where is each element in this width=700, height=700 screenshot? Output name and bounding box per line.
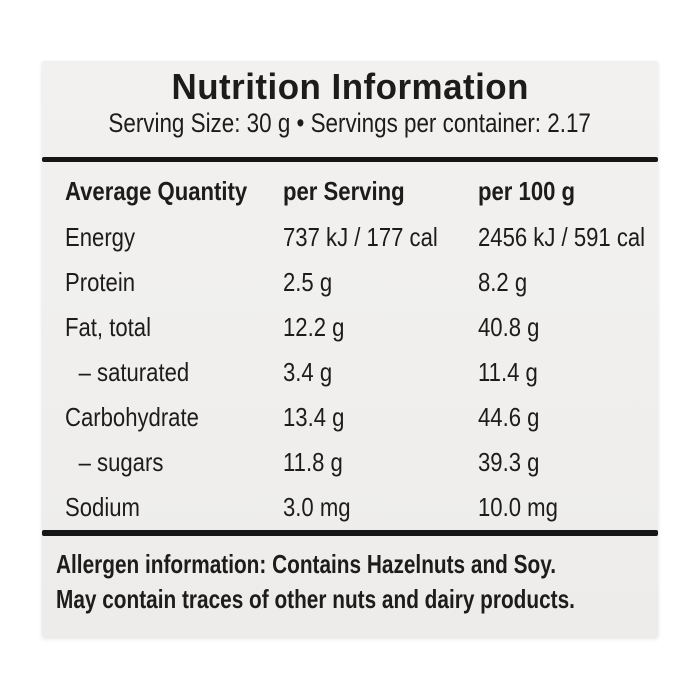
value-text: 8.2 g — [478, 267, 528, 297]
value-text: 10.0 mg — [478, 492, 558, 522]
value-text: 12.2 g — [283, 312, 345, 342]
table-row-sugars: – sugars 11.8 g 39.3 g — [42, 440, 658, 485]
value-text: 11.4 g — [478, 357, 538, 387]
value-per-serving: 3.0 mg — [283, 492, 478, 523]
nutrient-name: – sugars — [65, 447, 283, 478]
serving-info: Serving Size: 30 g • Servings per contai… — [42, 108, 658, 139]
allergen-information: Allergen information: Contains Hazelnuts… — [56, 547, 650, 617]
value-text: 737 kJ / 177 cal — [283, 222, 438, 252]
value-text: 2.5 g — [283, 267, 333, 297]
table-row-saturated: – saturated 3.4 g 11.4 g — [42, 350, 658, 395]
nutrition-label: Nutrition Information Serving Size: 30 g… — [42, 61, 658, 637]
table-row-protein: Protein 2.5 g 8.2 g — [42, 260, 658, 305]
value-text: 44.6 g — [478, 402, 540, 432]
value-per-100g: 10.0 mg — [478, 492, 658, 523]
value-text: 3.0 mg — [283, 492, 351, 522]
column-header-per-serving: per Serving — [283, 176, 478, 207]
nutrient-name: Protein — [65, 267, 283, 298]
value-per-serving: 12.2 g — [283, 312, 478, 343]
column-header-average-quantity: Average Quantity — [65, 176, 283, 207]
nutrient-name: Sodium — [65, 492, 283, 523]
allergen-line-2-text: May contain traces of other nuts and dai… — [56, 584, 575, 614]
nutrient-name: – saturated — [65, 357, 283, 388]
table-row-sodium: Sodium 3.0 mg 10.0 mg — [42, 485, 658, 530]
divider-top — [42, 157, 658, 162]
table-row-fat-total: Fat, total 12.2 g 40.8 g — [42, 305, 658, 350]
value-text: 11.8 g — [283, 447, 343, 477]
nutrient-name: Energy — [65, 222, 283, 253]
value-per-serving: 11.8 g — [283, 447, 478, 478]
allergen-line-2: May contain traces of other nuts and dai… — [56, 582, 650, 617]
value-text: 2456 kJ / 591 cal — [478, 222, 646, 252]
value-per-serving: 737 kJ / 177 cal — [283, 222, 478, 253]
nutrient-name-text: – sugars — [78, 447, 164, 477]
nutrient-name: Carbohydrate — [65, 402, 283, 433]
nutrition-table: Average Quantity per Serving per 100 g E… — [42, 168, 658, 530]
table-row-carbohydrate: Carbohydrate 13.4 g 44.6 g — [42, 395, 658, 440]
value-per-100g: 11.4 g — [478, 357, 658, 388]
label-title-text: Nutrition Information — [171, 66, 529, 107]
table-row-energy: Energy 737 kJ / 177 cal 2456 kJ / 591 ca… — [42, 215, 658, 260]
column-header-text: Average Quantity — [65, 176, 248, 206]
nutrient-name-text: Fat, total — [65, 312, 151, 342]
value-per-100g: 44.6 g — [478, 402, 658, 433]
nutrient-name: Fat, total — [65, 312, 283, 343]
nutrient-name-text: Sodium — [65, 492, 140, 522]
column-header-text: per 100 g — [478, 176, 576, 206]
nutrient-name-text: – saturated — [78, 357, 190, 387]
column-header-text: per Serving — [283, 176, 405, 206]
value-text: 40.8 g — [478, 312, 540, 342]
serving-info-text: Serving Size: 30 g • Servings per contai… — [108, 108, 592, 138]
divider-bottom — [42, 530, 658, 536]
nutrient-name-text: Energy — [65, 222, 136, 252]
value-per-serving: 13.4 g — [283, 402, 478, 433]
value-text: 3.4 g — [283, 357, 333, 387]
allergen-line-1: Allergen information: Contains Hazelnuts… — [56, 547, 650, 582]
nutrient-name-text: Protein — [65, 267, 136, 297]
table-header-row: Average Quantity per Serving per 100 g — [42, 168, 658, 215]
value-per-100g: 40.8 g — [478, 312, 658, 343]
column-header-per-100g: per 100 g — [478, 176, 658, 207]
value-per-serving: 3.4 g — [283, 357, 478, 388]
value-per-100g: 39.3 g — [478, 447, 658, 478]
label-title: Nutrition Information — [42, 66, 658, 108]
nutrient-name-text: Carbohydrate — [65, 402, 199, 432]
value-per-serving: 2.5 g — [283, 267, 478, 298]
value-text: 13.4 g — [283, 402, 345, 432]
allergen-line-1-text: Allergen information: Contains Hazelnuts… — [56, 549, 557, 579]
value-text: 39.3 g — [478, 447, 540, 477]
value-per-100g: 2456 kJ / 591 cal — [478, 222, 675, 253]
value-per-100g: 8.2 g — [478, 267, 658, 298]
